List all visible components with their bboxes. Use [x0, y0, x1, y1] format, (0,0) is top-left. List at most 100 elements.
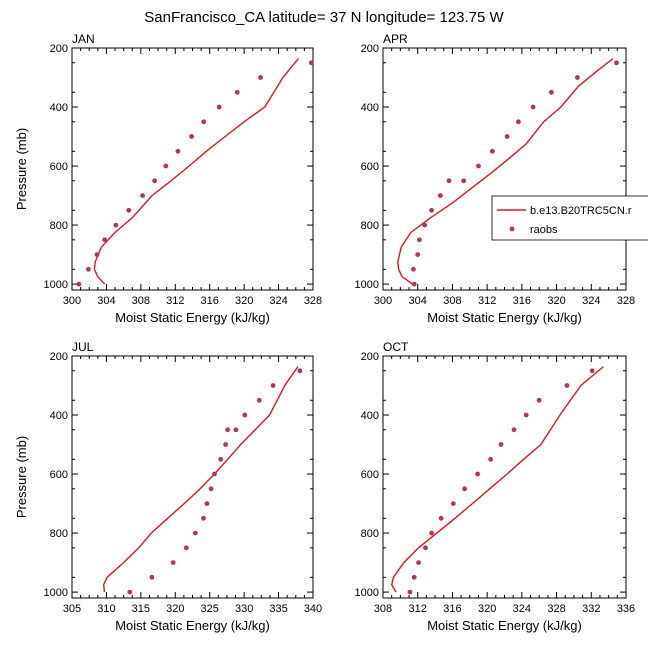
x-tick-label: 332 [582, 603, 600, 615]
x-axis-label: Moist Static Energy (kJ/kg) [427, 310, 582, 325]
legend: b.e13.B20TRC5CN.r raobs [491, 195, 648, 241]
obs-point [127, 589, 133, 595]
x-tick-label: 308 [374, 603, 392, 615]
x-tick-label: 320 [547, 295, 565, 307]
obs-point [488, 456, 493, 462]
x-tick-label: 330 [235, 603, 253, 615]
y-tick-label: 400 [361, 102, 379, 114]
obs-point [462, 486, 467, 492]
model-line [102, 366, 299, 593]
obs-point [423, 545, 428, 551]
x-tick-label: 320 [235, 295, 253, 307]
obs-point [475, 471, 480, 477]
x-tick-label: 316 [513, 295, 531, 307]
panel-oct: OCT 308 312 316 320 324 328 332 336 200 400 600 800 1… [355, 340, 636, 633]
y-tick-label: 400 [50, 102, 68, 114]
x-tick-label: 304 [409, 295, 427, 307]
obs-point [450, 501, 456, 506]
legend-marker-label: raobs [530, 224, 558, 236]
plot-frame [71, 355, 314, 599]
obs-point [270, 383, 276, 388]
obs-point [511, 427, 517, 433]
obs-point [201, 515, 206, 521]
obs-point [102, 237, 108, 243]
y-axis-label: Pressure (mb) [14, 436, 29, 518]
legend-line-label: b.e13.B20TRC5CN.r [530, 205, 632, 217]
obs-point [216, 104, 222, 110]
y-tick-label: 1000 [44, 587, 68, 599]
x-tick-label: 308 [132, 295, 150, 307]
panel-label: JAN [72, 32, 95, 46]
obs-point [223, 442, 229, 447]
obs-point [189, 134, 195, 139]
obs-point [192, 530, 198, 536]
obs-point [415, 252, 421, 257]
obs-point [113, 222, 119, 228]
obs-point [422, 222, 428, 228]
obs-point [461, 178, 467, 184]
x-tick-label: 324 [513, 603, 531, 615]
obs-point [256, 397, 262, 403]
model-line [390, 366, 604, 593]
obs-point [233, 427, 239, 433]
panel-jan: JAN 300 304 308 312 316 320 324 328 200 400 600 800 1… [14, 32, 322, 325]
x-tick-label: 308 [443, 295, 461, 307]
obs-point [411, 574, 417, 580]
obs-point [140, 193, 146, 199]
x-tick-label: 324 [269, 295, 287, 307]
x-tick-label: 336 [617, 603, 635, 615]
obs-point [126, 207, 132, 213]
obs-point [175, 148, 181, 154]
obs-point [498, 442, 504, 447]
obs-point [234, 89, 240, 95]
y-axis-label: Pressure (mb) [14, 128, 29, 210]
x-tick-label: 328 [617, 295, 635, 307]
x-axis-label: Moist Static Energy (kJ/kg) [115, 618, 270, 633]
y-tick-label: 600 [361, 469, 379, 481]
x-tick-label: 312 [409, 603, 427, 615]
y-tick-label: 1000 [44, 279, 68, 291]
panel-label: JUL [72, 340, 94, 354]
obs-point [476, 163, 481, 169]
obs-point [589, 368, 595, 374]
obs-point [208, 486, 214, 492]
obs-point [614, 60, 619, 66]
x-tick-label: 310 [97, 603, 115, 615]
obs-point [86, 266, 91, 272]
x-tick-label: 325 [201, 603, 219, 615]
panel-label: APR [383, 32, 408, 46]
x-tick-label: 300 [374, 295, 392, 307]
obs-point [204, 501, 210, 506]
obs-point [258, 75, 263, 80]
y-tick-label: 200 [361, 43, 379, 55]
obs-point [516, 119, 521, 125]
obs-point [446, 178, 452, 184]
obs-point [225, 427, 231, 433]
obs-point [201, 119, 207, 125]
y-tick-label: 800 [361, 528, 379, 540]
legend-box [491, 195, 648, 241]
x-tick-label: 320 [478, 603, 496, 615]
y-tick-label: 800 [361, 220, 379, 232]
obs-point [429, 207, 434, 213]
x-axis-label: Moist Static Energy (kJ/kg) [427, 618, 582, 633]
obs-point [490, 148, 495, 154]
x-tick-label: 320 [166, 603, 184, 615]
panel-jul: JUL 305 310 315 320 325 330 335 340 200 400 600 800 1… [14, 340, 322, 633]
x-tick-label: 328 [304, 295, 322, 307]
obs-point [411, 266, 416, 272]
x-tick-label: 324 [582, 295, 600, 307]
obs-point [170, 560, 176, 565]
x-tick-label: 305 [63, 603, 81, 615]
x-tick-label: 300 [63, 295, 81, 307]
y-tick-label: 200 [361, 351, 379, 363]
obs-point [242, 412, 248, 418]
figure-title: SanFrancisco_CA latitude= 37 N longitude… [144, 9, 504, 26]
y-tick-label: 1000 [355, 587, 379, 599]
y-tick-label: 400 [50, 410, 68, 422]
obs-point [152, 178, 158, 184]
y-tick-label: 800 [50, 220, 68, 232]
model-line [93, 58, 299, 285]
x-tick-label: 312 [478, 295, 496, 307]
obs-point [438, 515, 444, 521]
